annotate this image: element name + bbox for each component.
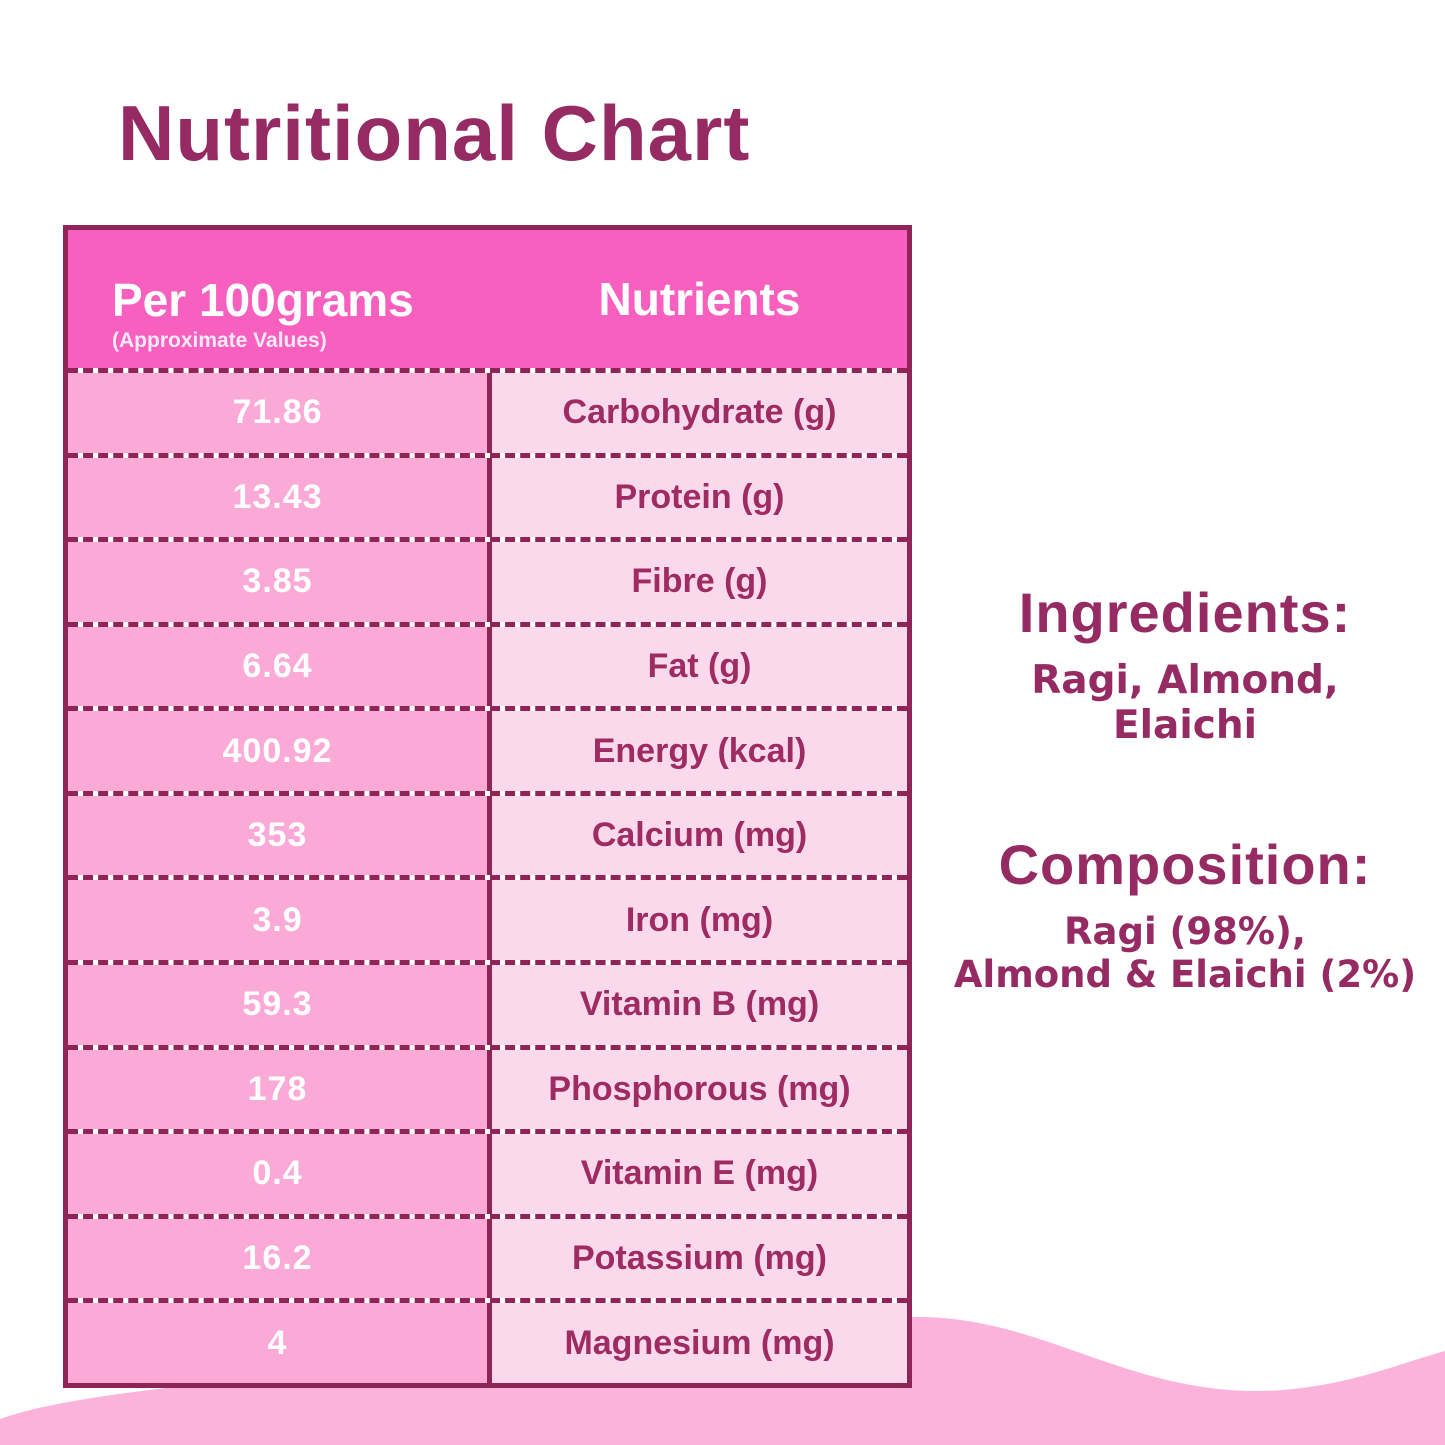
table-row: 6.64 Fat (g): [68, 621, 907, 707]
value-cell: 59.3: [68, 965, 492, 1045]
table-row: 3.85 Fibre (g): [68, 537, 907, 622]
nutrient-cell: Vitamin E (mg): [492, 1134, 907, 1214]
ingredients-section: Ingredients: Ragi, Almond, Elaichi: [935, 580, 1435, 749]
ingredients-line: Elaichi: [1113, 702, 1257, 748]
value-cell: 13.43: [68, 457, 492, 538]
value-cell: 400.92: [68, 711, 492, 791]
amount-column-title: Per 100grams: [112, 273, 414, 326]
value-cell: 353: [68, 795, 492, 876]
table-row: 0.4 Vitamin E (mg): [68, 1129, 907, 1214]
nutrient-cell: Calcium (mg): [492, 795, 907, 876]
nutrient-cell: Phosphorous (mg): [492, 1049, 907, 1130]
table-row: 71.86 Carbohydrate (g): [68, 368, 907, 453]
table-row: 3.9 Iron (mg): [68, 875, 907, 961]
nutrient-cell: Iron (mg): [492, 880, 907, 961]
composition-line: Ragi (98%),: [1064, 910, 1306, 953]
value-cell: 3.85: [68, 542, 492, 622]
value-cell: 6.64: [68, 626, 492, 707]
page-title: Nutritional Chart: [118, 89, 751, 177]
value-cell: 178: [68, 1049, 492, 1130]
table-row: 13.43 Protein (g): [68, 452, 907, 538]
nutrition-table: Per 100grams (Approximate Values) Nutrie…: [63, 225, 912, 1388]
nutrient-cell: Fat (g): [492, 626, 907, 707]
composition-line: Almond & Elaichi (2%): [953, 952, 1417, 996]
value-cell: 0.4: [68, 1134, 492, 1214]
table-row: 59.3 Vitamin B (mg): [68, 960, 907, 1045]
nutrient-column-header: Nutrients: [492, 230, 907, 368]
nutrient-cell: Magnesium (mg): [492, 1303, 907, 1383]
nutrient-column-title: Nutrients: [598, 272, 801, 325]
table-row: 4 Magnesium (mg): [68, 1298, 907, 1383]
table-body: 71.86 Carbohydrate (g) 13.43 Protein (g)…: [68, 368, 907, 1383]
ingredients-line: Ragi, Almond,: [1031, 658, 1339, 703]
value-cell: 4: [68, 1303, 492, 1383]
table-row: 178 Phosphorous (mg): [68, 1044, 907, 1130]
nutrient-cell: Fibre (g): [492, 542, 907, 622]
ingredients-heading: Ingredients:: [1018, 581, 1352, 644]
nutrient-cell: Carbohydrate (g): [492, 373, 907, 453]
table-header-row: Per 100grams (Approximate Values) Nutrie…: [68, 230, 907, 368]
table-row: 16.2 Potassium (mg): [68, 1213, 907, 1299]
nutrient-cell: Energy (kcal): [492, 711, 907, 791]
table-row: 353 Calcium (mg): [68, 790, 907, 876]
nutrient-cell: Protein (g): [492, 457, 907, 538]
amount-column-header: Per 100grams (Approximate Values): [68, 230, 492, 368]
table-row: 400.92 Energy (kcal): [68, 706, 907, 791]
value-cell: 71.86: [68, 373, 492, 453]
composition-heading: Composition:: [998, 833, 1372, 896]
composition-section: Composition: Ragi (98%), Almond & Elaich…: [925, 832, 1445, 996]
nutrient-cell: Potassium (mg): [492, 1218, 907, 1299]
value-cell: 16.2: [68, 1218, 492, 1299]
amount-column-note: (Approximate Values): [112, 329, 327, 353]
value-cell: 3.9: [68, 880, 492, 961]
nutrient-cell: Vitamin B (mg): [492, 965, 907, 1045]
